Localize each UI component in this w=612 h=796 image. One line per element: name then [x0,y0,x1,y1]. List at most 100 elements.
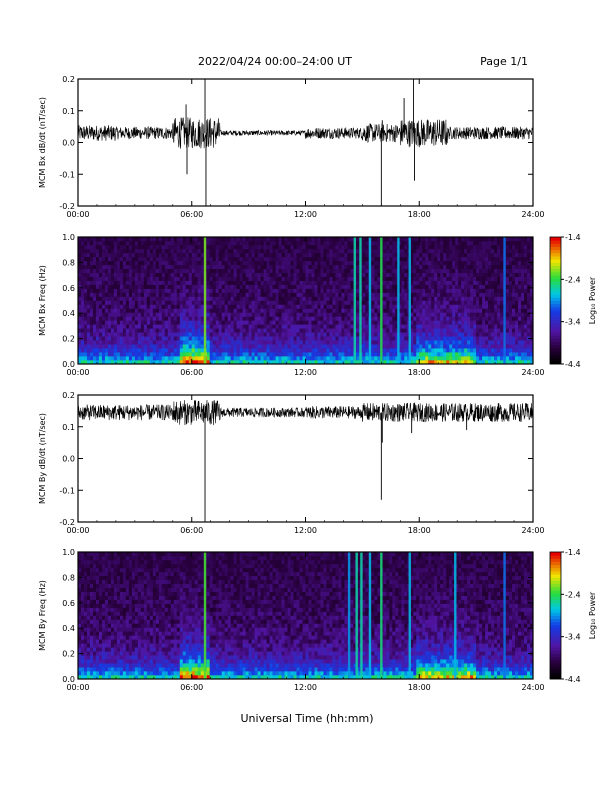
heat-cell [126,245,129,249]
heat-cell [419,348,422,352]
heat-cell [180,324,183,328]
heat-cell [195,336,198,340]
heat-cell [276,273,279,277]
heat-cell [111,316,114,320]
heat-cell [518,304,521,308]
heat-cell [323,340,326,344]
heat-cell [270,277,273,281]
heat-cell [506,297,509,301]
heat-cell [347,289,350,293]
heat-cell [267,332,270,336]
heat-cell [374,328,377,332]
heat-cell [282,289,285,293]
heat-cell [246,285,249,289]
heat-cell [150,297,153,301]
heat-cell [527,320,530,324]
heat-cell [404,312,407,316]
heat-cell [392,320,395,324]
heat-cell [210,344,213,348]
heat-cell [183,352,186,356]
heat-cell [177,348,180,352]
heat-cell [434,320,437,324]
heat-cell [458,356,461,360]
heat-cell [314,312,317,316]
heat-cell [476,320,479,324]
heat-cell [314,285,317,289]
heat-cell [428,285,431,289]
heat-cell [320,245,323,249]
heat-cell [437,245,440,249]
heat-cell [338,237,341,241]
heat-cell [180,285,183,289]
heat-cell [201,348,204,352]
heat-cell [117,332,120,336]
heat-cell [105,344,108,348]
heat-cell [401,312,404,316]
heat-cell [153,269,156,273]
heat-cell [449,273,452,277]
heat-cell [338,344,341,348]
heat-cell [261,297,264,301]
heat-cell [87,316,90,320]
heat-cell [344,277,347,281]
heat-cell [431,257,434,261]
heat-cell [455,304,458,308]
heat-cell [237,249,240,253]
heat-cell [506,245,509,249]
heat-cell [165,289,168,293]
heat-cell [449,297,452,301]
heat-cell [240,257,243,261]
heat-cell [243,297,246,301]
heat-cell [344,265,347,269]
heat-cell [371,289,374,293]
heat-cell [249,316,252,320]
heat-cell [314,273,317,277]
heat-cell [389,293,392,297]
heat-cell [297,356,300,360]
heat-cell [177,297,180,301]
heat-cell [183,245,186,249]
heat-cell [341,308,344,312]
heat-cell [506,312,509,316]
heat-cell [192,301,195,305]
heat-cell [419,297,422,301]
heat-cell [476,253,479,257]
heat-cell [117,269,120,273]
heat-cell [455,253,458,257]
heat-cell [96,332,99,336]
heat-cell [171,308,174,312]
heat-cell [105,249,108,253]
heat-cell [162,241,165,245]
heat-cell [264,324,267,328]
heat-cell [261,316,264,320]
heat-cell [144,265,147,269]
heat-cell [192,261,195,265]
heat-cell [374,301,377,305]
heat-cell [437,297,440,301]
heat-cell [258,336,261,340]
heat-cell [419,257,422,261]
heat-cell [362,324,365,328]
heat-cell [383,297,386,301]
heat-cell [437,257,440,261]
heat-cell [326,304,329,308]
heat-cell [413,316,416,320]
heat-cell [512,289,515,293]
heat-cell [198,328,201,332]
heat-cell [231,237,234,241]
heat-cell [506,316,509,320]
heat-cell [162,352,165,356]
heat-cell [389,249,392,253]
heat-cell [317,332,320,336]
heat-cell [452,312,455,316]
heat-cell [102,328,105,332]
heat-cell [120,352,123,356]
heat-cell [195,324,198,328]
heat-cell [386,261,389,265]
heat-cell [285,265,288,269]
heat-cell [506,356,509,360]
heat-cell [303,253,306,257]
heat-cell [470,324,473,328]
heat-cell [437,356,440,360]
heat-cell [308,304,311,308]
